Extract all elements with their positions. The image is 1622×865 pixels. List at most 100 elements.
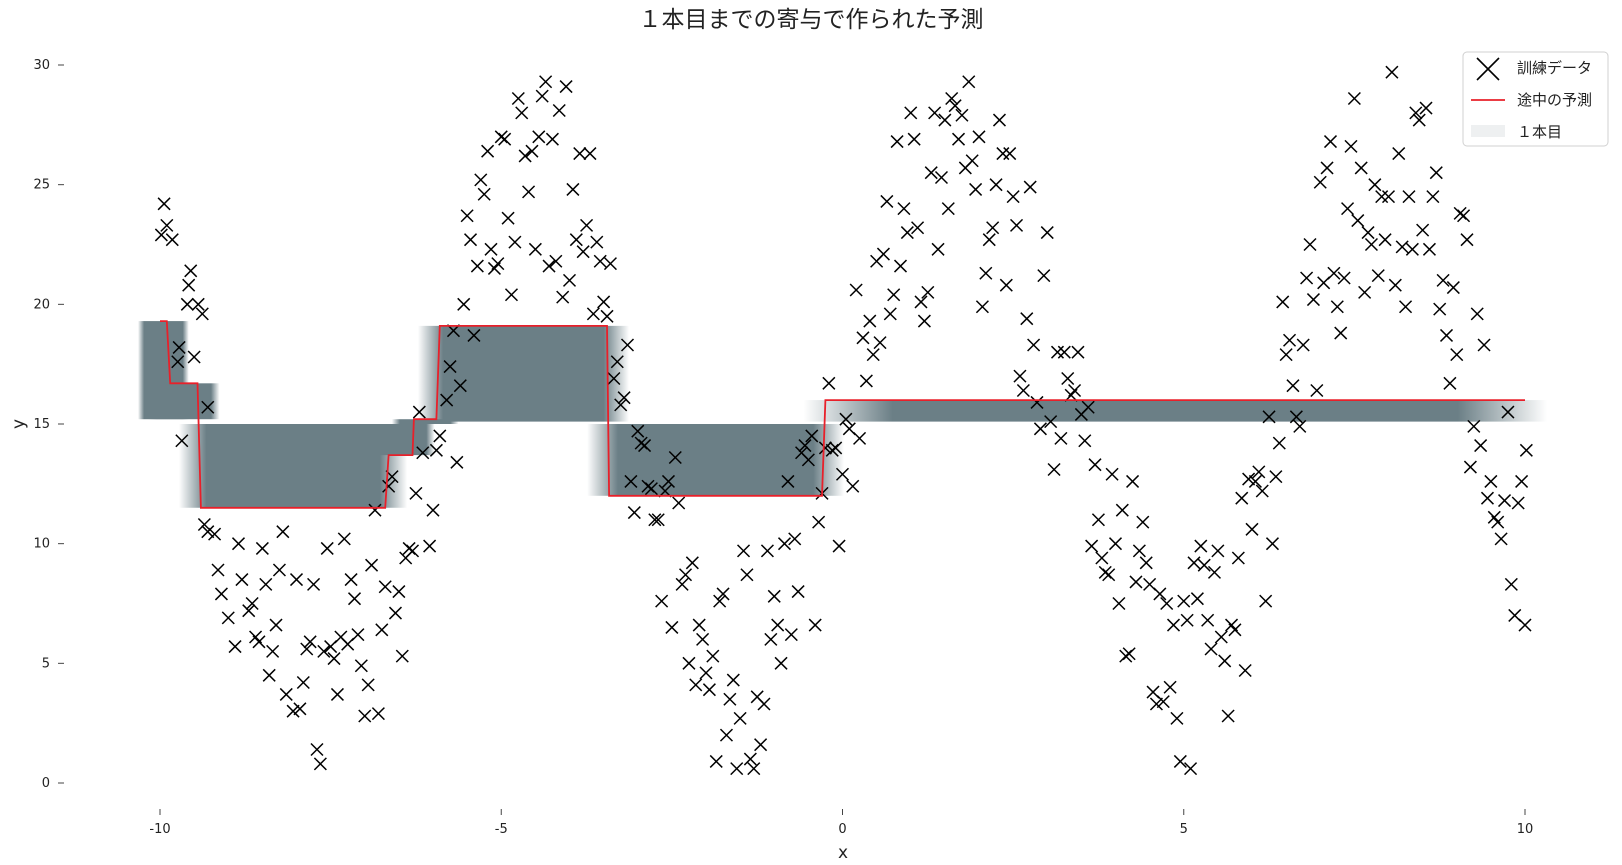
data-point (1388, 278, 1402, 292)
data-point (409, 486, 423, 500)
data-point (1184, 762, 1198, 776)
data-point (665, 620, 679, 634)
data-point (491, 257, 505, 271)
data-point (1467, 419, 1481, 433)
data-point (726, 673, 740, 687)
data-point (1126, 474, 1140, 488)
contribution-band (417, 325, 630, 422)
data-point (876, 247, 890, 261)
data-point (1337, 271, 1351, 285)
data-point (1108, 537, 1123, 551)
data-point (849, 283, 863, 297)
data-point (1081, 400, 1095, 414)
data-point (904, 106, 918, 120)
data-point (1416, 223, 1430, 237)
data-point (351, 628, 365, 642)
data-point (900, 226, 914, 240)
data-point (549, 254, 563, 268)
data-point (1023, 180, 1037, 194)
data-point (392, 585, 406, 599)
data-point (856, 331, 870, 345)
data-point (934, 170, 948, 185)
data-point (593, 254, 607, 268)
data-point (1248, 474, 1262, 488)
data-point (171, 355, 185, 369)
data-point (303, 635, 317, 649)
data-point (378, 580, 392, 594)
data-point (1115, 503, 1129, 517)
data-point (805, 429, 819, 443)
data-point (1436, 273, 1450, 287)
data-point (1177, 594, 1191, 608)
data-point (296, 675, 310, 690)
data-point (347, 592, 362, 606)
data-point (522, 185, 536, 199)
x-tick-label: 10 (1517, 822, 1534, 837)
data-point (201, 525, 215, 539)
data-point (808, 618, 822, 632)
data-point (737, 544, 751, 558)
data-point (1197, 558, 1211, 572)
data-point (1497, 494, 1512, 508)
data-point (1296, 338, 1310, 352)
data-point (317, 644, 331, 658)
data-point (1207, 565, 1221, 579)
data-point (590, 235, 604, 249)
data-point (992, 113, 1007, 127)
data-point (269, 618, 283, 632)
data-point (1201, 613, 1215, 627)
data-point (702, 683, 716, 697)
data-point (651, 513, 665, 527)
data-point (395, 649, 409, 663)
data-point (371, 707, 385, 721)
data-point (880, 194, 894, 208)
data-point (1501, 405, 1515, 419)
data-point (300, 642, 314, 656)
data-point (1504, 577, 1518, 591)
data-point (1361, 226, 1375, 240)
data-point (477, 187, 491, 201)
data-point (545, 132, 559, 146)
data-point (1381, 190, 1396, 204)
data-point (184, 264, 198, 278)
data-point (165, 233, 179, 247)
data-point (1402, 190, 1416, 204)
data-point (1422, 242, 1436, 256)
data-point (1190, 592, 1204, 606)
data-point (1518, 618, 1532, 632)
data-point (846, 479, 860, 493)
data-point (1279, 348, 1293, 362)
data-point (259, 577, 273, 591)
data-point (1303, 237, 1317, 252)
data-point (890, 135, 904, 149)
data-point (450, 455, 464, 469)
data-point (470, 259, 484, 273)
data-point (559, 80, 573, 94)
data-point (552, 103, 566, 118)
data-point (201, 400, 215, 414)
legend-scatter-marker (1476, 57, 1500, 81)
data-point (187, 350, 201, 364)
data-point (416, 446, 430, 460)
data-point (344, 573, 358, 587)
prediction-line (160, 320, 1525, 509)
data-point (883, 307, 897, 321)
data-point (382, 479, 396, 493)
data-point (1269, 470, 1283, 484)
data-point (1412, 113, 1426, 127)
data-point (897, 202, 911, 216)
data-point (1347, 91, 1361, 106)
data-point (771, 618, 785, 632)
data-point (798, 439, 812, 453)
data-point (453, 379, 467, 393)
data-point (1409, 106, 1423, 120)
data-point (172, 340, 186, 354)
data-point (1242, 472, 1256, 486)
data-point (989, 178, 1003, 192)
data-point (1252, 465, 1266, 479)
data-point (1088, 458, 1102, 472)
data-point (375, 623, 389, 637)
data-point (1313, 175, 1327, 189)
data-point (839, 412, 853, 426)
data-point (692, 618, 706, 632)
